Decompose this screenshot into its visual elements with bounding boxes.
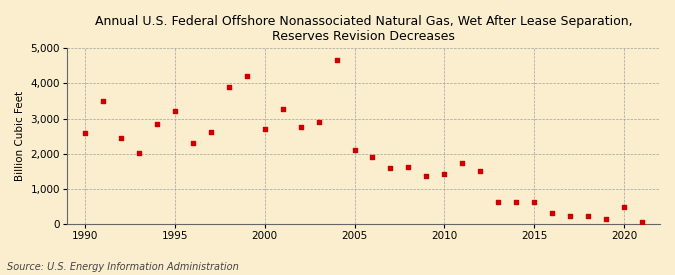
Y-axis label: Billion Cubic Feet: Billion Cubic Feet bbox=[15, 91, 25, 181]
Point bbox=[529, 200, 539, 204]
Point bbox=[457, 161, 468, 166]
Point bbox=[295, 125, 306, 129]
Point bbox=[565, 213, 576, 218]
Point bbox=[205, 130, 216, 134]
Point bbox=[367, 155, 378, 159]
Text: Source: U.S. Energy Information Administration: Source: U.S. Energy Information Administ… bbox=[7, 262, 238, 272]
Point bbox=[493, 200, 504, 204]
Point bbox=[313, 120, 324, 125]
Point bbox=[169, 109, 180, 113]
Point bbox=[421, 174, 432, 178]
Point bbox=[98, 99, 109, 103]
Point bbox=[511, 199, 522, 204]
Point bbox=[151, 122, 162, 126]
Point bbox=[241, 73, 252, 78]
Point bbox=[547, 210, 558, 215]
Point bbox=[601, 217, 612, 221]
Point bbox=[439, 171, 450, 176]
Point bbox=[259, 127, 270, 131]
Point bbox=[619, 205, 630, 209]
Point bbox=[188, 141, 198, 145]
Point bbox=[583, 214, 593, 218]
Point bbox=[349, 148, 360, 153]
Title: Annual U.S. Federal Offshore Nonassociated Natural Gas, Wet After Lease Separati: Annual U.S. Federal Offshore Nonassociat… bbox=[95, 15, 632, 43]
Point bbox=[115, 136, 126, 140]
Point bbox=[331, 57, 342, 62]
Point bbox=[385, 166, 396, 170]
Point bbox=[475, 169, 486, 173]
Point bbox=[403, 164, 414, 169]
Point bbox=[80, 131, 90, 136]
Point bbox=[134, 151, 144, 155]
Point bbox=[223, 85, 234, 89]
Point bbox=[637, 219, 647, 224]
Point bbox=[277, 106, 288, 111]
